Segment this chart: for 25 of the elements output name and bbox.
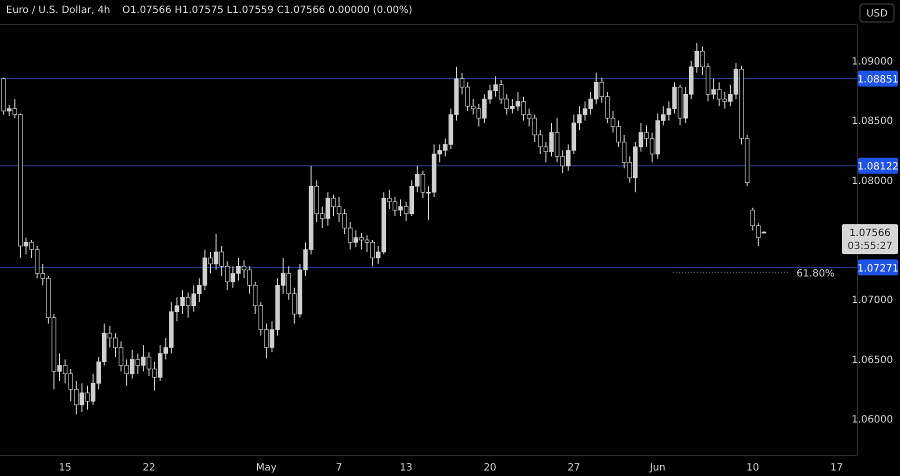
x-tick-label: Jun — [648, 462, 666, 474]
x-tick-label: 10 — [746, 462, 760, 474]
ref-line-label: 1.08851 — [857, 74, 899, 86]
x-tick-label: 27 — [567, 462, 580, 474]
y-tick-label: 1.06500 — [852, 354, 893, 366]
x-tick-label: 20 — [484, 462, 496, 474]
y-axis-title: USD — [866, 8, 888, 20]
chart-subtitle: O1.07566 H1.07575 L1.07559 C1.07566 0.00000 (0.00%) — [122, 5, 413, 16]
y-tick-label: 1.08000 — [852, 176, 893, 187]
y-tick-label: 1.06000 — [852, 414, 893, 426]
x-tick-label: 22 — [142, 462, 156, 474]
annotation: 03:55:27 — [848, 241, 892, 252]
y-tick-label: 1.08500 — [852, 116, 893, 128]
y-tick-label: 1.09000 — [852, 56, 893, 68]
x-tick-label: 15 — [58, 462, 72, 474]
y-tick-label: 1.07000 — [852, 295, 893, 306]
annotation: 61.80% — [796, 268, 835, 280]
x-tick-label: 7 — [336, 462, 342, 474]
x-tick-label: 17 — [830, 462, 843, 474]
ref-line-label: 1.08122 — [857, 162, 899, 173]
x-tick-label: May — [256, 462, 277, 474]
annotation: 1.07566 — [849, 228, 891, 240]
ref-line-label: 1.07271 — [857, 263, 899, 274]
chart-title: Euro / U.S. Dollar, 4h — [6, 5, 110, 16]
x-tick-label: 13 — [400, 462, 413, 474]
